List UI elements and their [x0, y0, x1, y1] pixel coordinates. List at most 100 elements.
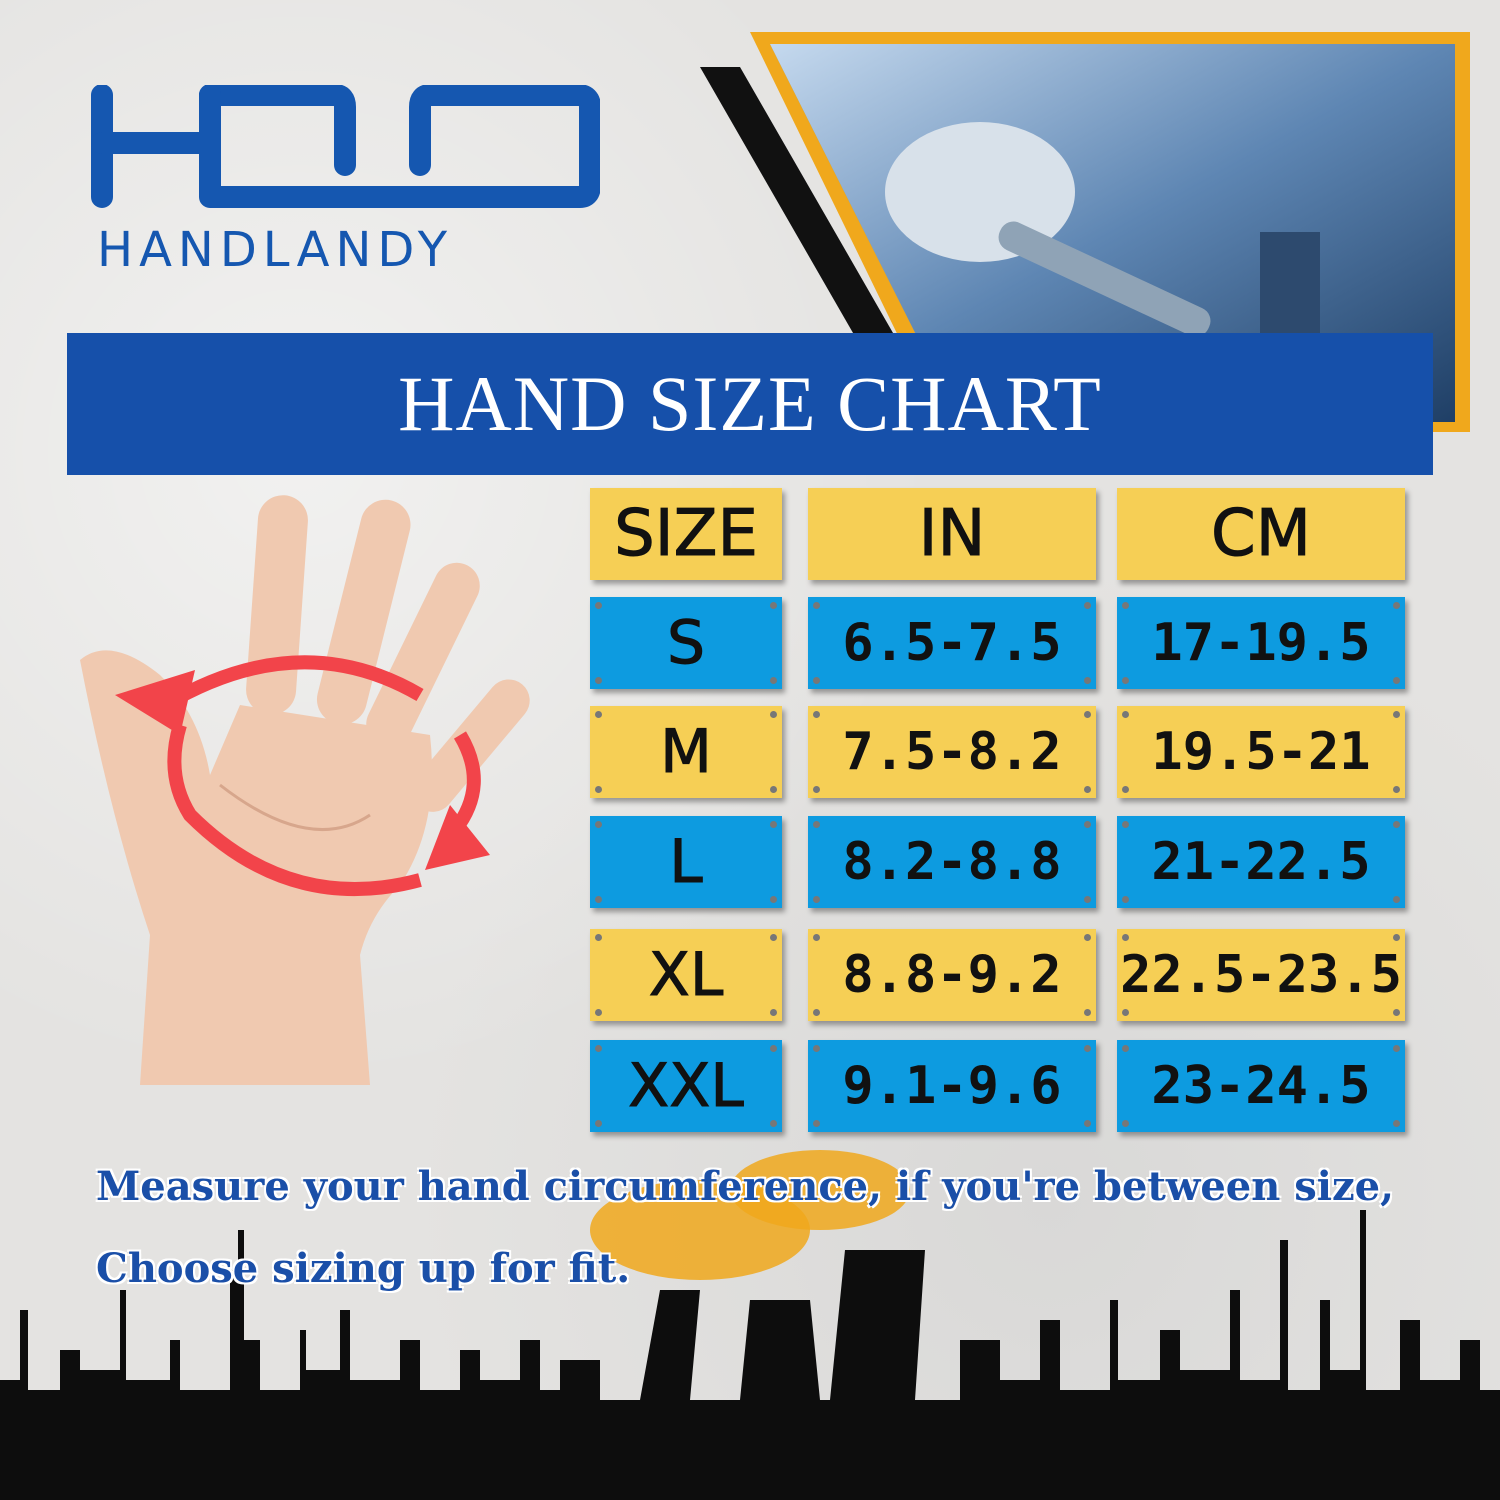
rivet-icon	[595, 896, 602, 903]
cell-cm-value: 23-24.5	[1151, 1056, 1371, 1116]
rivet-icon	[813, 896, 820, 903]
cell-size: M	[590, 706, 782, 798]
brand-name: HANDLANDY	[97, 222, 454, 278]
rivet-icon	[1084, 1120, 1091, 1127]
cell-in: 7.5-8.2	[808, 706, 1096, 798]
rivet-icon	[770, 1045, 777, 1052]
cell-in-value: 9.1-9.6	[842, 1056, 1062, 1116]
industrial-skyline	[0, 1150, 1500, 1500]
cell-cm: 17-19.5	[1117, 597, 1405, 689]
rivet-icon	[1122, 602, 1129, 609]
rivet-icon	[595, 821, 602, 828]
instruction-line-2: Choose sizing up for fit.	[96, 1245, 631, 1292]
cell-in-value: 8.2-8.8	[842, 832, 1062, 892]
rivet-icon	[813, 677, 820, 684]
rivet-icon	[1122, 1120, 1129, 1127]
cell-size: S	[590, 597, 782, 689]
rivet-icon	[770, 821, 777, 828]
cell-size-value: L	[669, 827, 703, 898]
rivet-icon	[1084, 1009, 1091, 1016]
cell-in: 9.1-9.6	[808, 1040, 1096, 1132]
rivet-icon	[813, 1120, 820, 1127]
rivet-icon	[813, 1009, 820, 1016]
rivet-icon	[1122, 896, 1129, 903]
cell-size-value: S	[666, 608, 706, 679]
rivet-icon	[1084, 896, 1091, 903]
rivet-icon	[595, 934, 602, 941]
rivet-icon	[595, 1120, 602, 1127]
rivet-icon	[813, 602, 820, 609]
cell-in: 6.5-7.5	[808, 597, 1096, 689]
rivet-icon	[1393, 1045, 1400, 1052]
header-in: IN	[808, 488, 1096, 580]
cell-size-value: M	[660, 717, 713, 788]
rivet-icon	[1084, 934, 1091, 941]
rivet-icon	[1122, 821, 1129, 828]
cell-cm: 19.5-21	[1117, 706, 1405, 798]
cell-cm-value: 22.5-23.5	[1120, 945, 1402, 1005]
instruction-line-1: Measure your hand circumference, if you'…	[96, 1163, 1395, 1210]
rivet-icon	[1122, 711, 1129, 718]
cell-size: XL	[590, 929, 782, 1021]
cell-cm-value: 17-19.5	[1151, 613, 1371, 673]
rivet-icon	[1393, 786, 1400, 793]
page-title: HAND SIZE CHART	[398, 360, 1102, 447]
cell-cm: 23-24.5	[1117, 1040, 1405, 1132]
rivet-icon	[1084, 821, 1091, 828]
rivet-icon	[770, 786, 777, 793]
rivet-icon	[1084, 1045, 1091, 1052]
rivet-icon	[770, 1009, 777, 1016]
rivet-icon	[1084, 677, 1091, 684]
cell-size-value: XXL	[628, 1051, 745, 1122]
cell-in: 8.8-9.2	[808, 929, 1096, 1021]
rivet-icon	[1393, 896, 1400, 903]
rivet-icon	[813, 821, 820, 828]
rivet-icon	[1122, 1045, 1129, 1052]
cell-cm-value: 19.5-21	[1151, 722, 1371, 782]
rivet-icon	[770, 1120, 777, 1127]
cell-cm: 22.5-23.5	[1117, 929, 1405, 1021]
hand-measure-illustration	[80, 495, 530, 1085]
rivet-icon	[1393, 711, 1400, 718]
header-cm: CM	[1117, 488, 1405, 580]
cell-cm-value: 21-22.5	[1151, 832, 1371, 892]
rivet-icon	[595, 1009, 602, 1016]
rivet-icon	[813, 934, 820, 941]
rivet-icon	[1393, 934, 1400, 941]
cell-in-value: 6.5-7.5	[842, 613, 1062, 673]
title-banner: HAND SIZE CHART	[67, 333, 1433, 475]
header-size: SIZE	[590, 488, 782, 580]
rivet-icon	[770, 711, 777, 718]
rivet-icon	[1122, 1009, 1129, 1016]
rivet-icon	[1393, 677, 1400, 684]
rivet-icon	[1393, 1120, 1400, 1127]
rivet-icon	[1393, 821, 1400, 828]
cell-in-value: 7.5-8.2	[842, 722, 1062, 782]
rivet-icon	[770, 602, 777, 609]
cell-in: 8.2-8.8	[808, 816, 1096, 908]
rivet-icon	[595, 786, 602, 793]
rivet-icon	[595, 711, 602, 718]
rivet-icon	[1084, 602, 1091, 609]
cell-cm: 21-22.5	[1117, 816, 1405, 908]
cell-size-value: XL	[648, 940, 724, 1011]
rivet-icon	[813, 711, 820, 718]
rivet-icon	[813, 1045, 820, 1052]
cell-in-value: 8.8-9.2	[842, 945, 1062, 1005]
rivet-icon	[770, 896, 777, 903]
rivet-icon	[1122, 786, 1129, 793]
rivet-icon	[595, 602, 602, 609]
rivet-icon	[813, 786, 820, 793]
rivet-icon	[1393, 602, 1400, 609]
cell-size: XXL	[590, 1040, 782, 1132]
rivet-icon	[1084, 711, 1091, 718]
rivet-icon	[1393, 1009, 1400, 1016]
handlandy-logo-icon	[91, 85, 600, 208]
cell-size: L	[590, 816, 782, 908]
rivet-icon	[1084, 786, 1091, 793]
rivet-icon	[595, 1045, 602, 1052]
rivet-icon	[595, 677, 602, 684]
rivet-icon	[770, 934, 777, 941]
rivet-icon	[1122, 677, 1129, 684]
rivet-icon	[770, 677, 777, 684]
